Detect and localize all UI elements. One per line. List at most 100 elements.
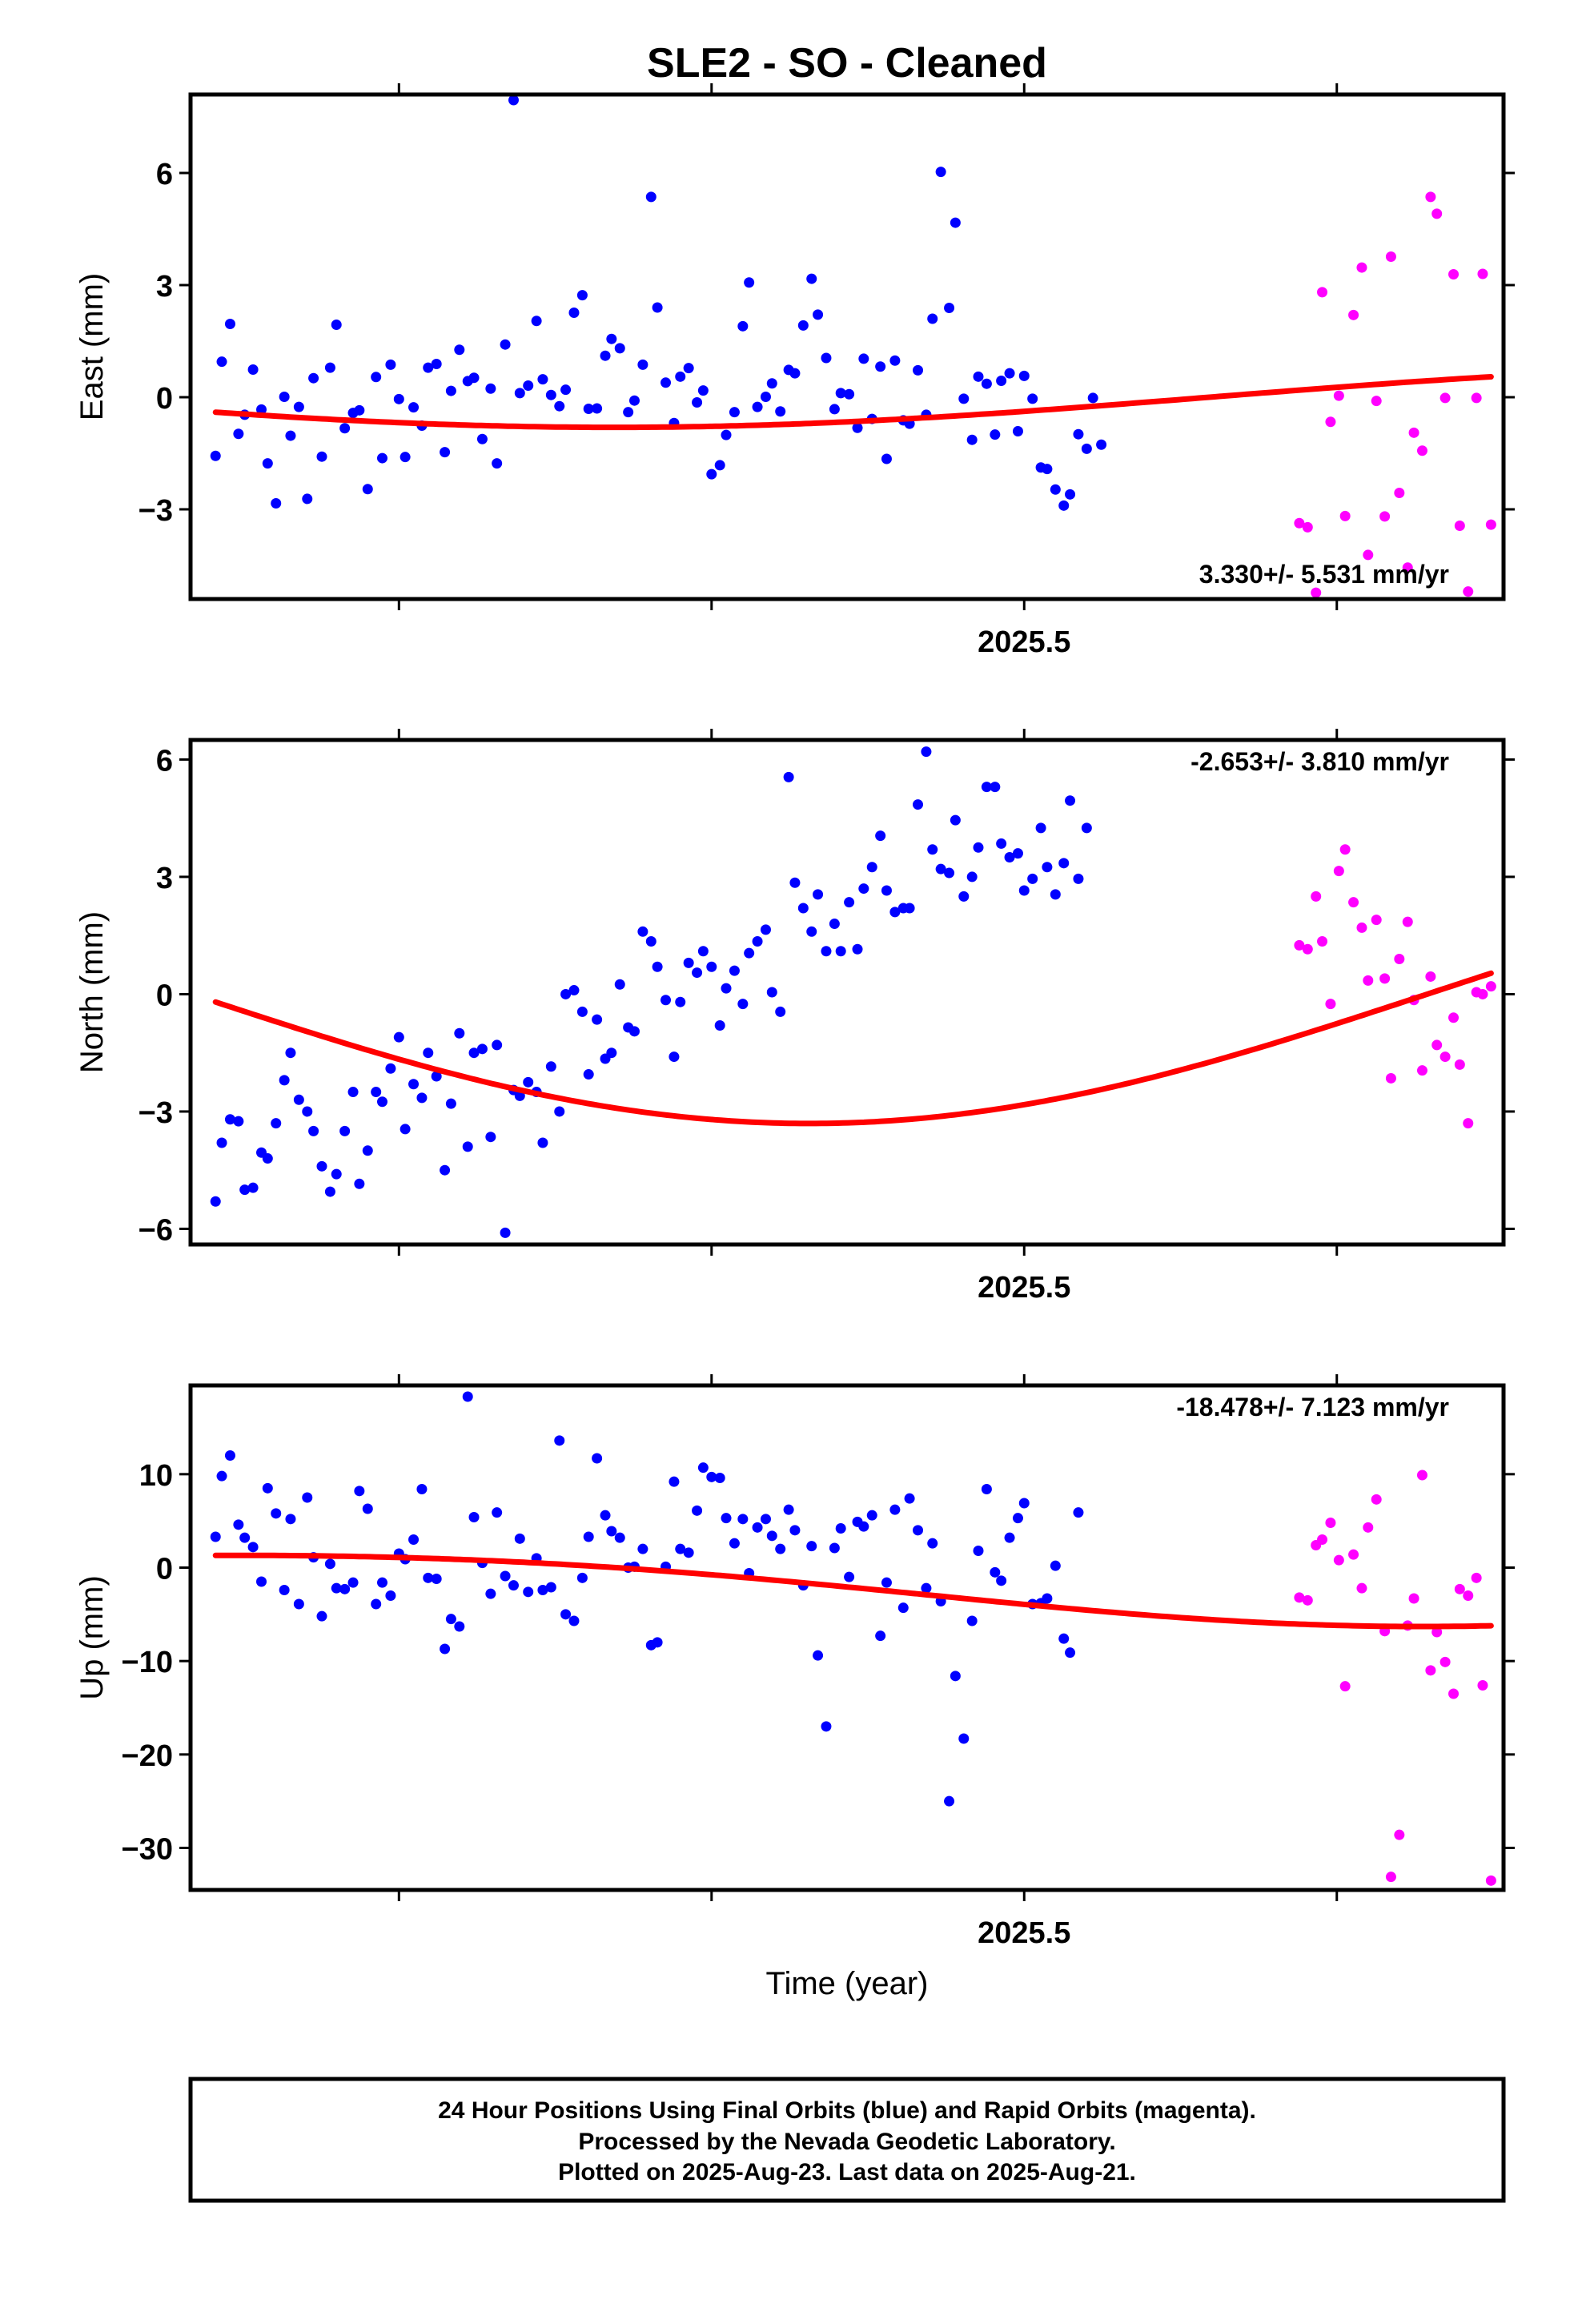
final-orbit-point <box>606 333 617 344</box>
final-orbit-point <box>706 468 717 480</box>
final-orbit-point <box>371 1087 382 1098</box>
rapid-orbit-point <box>1454 1583 1465 1594</box>
final-orbit-point <box>271 498 282 509</box>
final-orbit-point <box>224 319 235 330</box>
final-orbit-point <box>875 830 886 842</box>
final-orbit-point <box>958 1733 970 1744</box>
final-orbit-point <box>752 401 763 412</box>
footer-line-3: Plotted on 2025-Aug-23. Last data on 202… <box>558 2159 1136 2185</box>
final-orbit-point <box>393 393 404 404</box>
final-orbit-point <box>950 1671 961 1682</box>
final-orbit-point <box>614 343 625 354</box>
final-orbit-point <box>233 1519 244 1530</box>
final-orbit-point <box>485 1588 496 1599</box>
rapid-orbit-point <box>1416 1470 1427 1481</box>
final-orbit-point <box>614 1532 625 1543</box>
final-orbit-point <box>462 1391 473 1402</box>
rapid-orbit-point <box>1416 1065 1427 1076</box>
final-orbit-point <box>279 392 290 403</box>
final-orbit-point <box>1073 1507 1084 1518</box>
rapid-orbit-point <box>1431 1626 1443 1638</box>
rapid-orbit-point <box>1371 915 1382 926</box>
y-tick-label: 0 <box>156 979 173 1012</box>
rapid-orbit-point <box>1302 943 1313 955</box>
final-orbit-point <box>400 1124 411 1135</box>
final-orbit-point <box>973 842 984 853</box>
final-orbit-point <box>990 782 1001 793</box>
final-orbit-point <box>233 428 244 440</box>
rapid-orbit-point <box>1431 1039 1443 1051</box>
final-orbit-point <box>706 961 717 972</box>
final-orbit-point <box>835 946 846 957</box>
final-orbit-point <box>293 401 304 412</box>
final-orbit-point <box>661 377 672 388</box>
footer-line-2: Processed by the Nevada Geodetic Laborat… <box>578 2129 1115 2155</box>
y-tick-label: −3 <box>139 1096 173 1130</box>
y-tick-label: 0 <box>156 382 173 416</box>
final-orbit-point <box>697 385 709 396</box>
final-orbit-point <box>545 389 556 400</box>
final-orbit-point <box>545 1582 556 1593</box>
final-orbit-point <box>829 404 840 415</box>
rapid-orbit-point <box>1471 392 1482 404</box>
final-orbit-point <box>927 313 938 324</box>
rapid-orbit-point <box>1356 1582 1367 1594</box>
final-orbit-point <box>583 403 594 414</box>
rapid-orbit-point <box>1339 844 1351 855</box>
final-orbit-point <box>523 380 534 392</box>
final-orbit-point <box>262 458 273 469</box>
final-orbit-point <box>652 961 663 972</box>
final-orbit-point <box>285 430 296 441</box>
rapid-orbit-point <box>1379 973 1391 984</box>
final-orbit-point <box>423 362 434 373</box>
x-axis-label: Time (year) <box>766 1966 929 2001</box>
final-orbit-point <box>921 746 932 758</box>
final-orbit-point <box>752 1522 763 1533</box>
final-orbit-point <box>675 1543 686 1554</box>
footer-frame <box>188 2077 1506 2203</box>
final-orbit-point <box>966 1615 978 1626</box>
east-panel: −3 0 3 6 2025.5 3.330+/- 5.531 mm/yr East (mm) <box>74 83 1515 659</box>
final-orbit-point <box>614 979 625 990</box>
final-orbit-point <box>844 388 855 400</box>
final-orbit-point <box>766 987 777 998</box>
final-orbit-point <box>775 1543 786 1554</box>
final-orbit-point <box>440 447 451 458</box>
rapid-orbit-point <box>1317 1534 1328 1545</box>
final-orbit-point <box>835 1523 846 1534</box>
final-orbit-point <box>308 372 319 384</box>
final-orbit-point <box>789 1525 801 1536</box>
rapid-orbit-point <box>1363 1522 1374 1533</box>
final-orbit-point <box>554 400 565 412</box>
final-orbit-point <box>600 350 611 361</box>
rapid-orbit-point <box>1394 487 1405 498</box>
footer-box: 24 Hour Positions Using Final Orbits (bl… <box>188 2077 1506 2203</box>
final-orbit-point <box>821 946 832 957</box>
final-orbit-point <box>829 919 840 930</box>
final-orbit-point <box>973 371 984 382</box>
final-orbit-point <box>376 452 387 464</box>
final-orbit-point <box>973 1546 984 1556</box>
y-tick-label: 6 <box>156 158 173 191</box>
final-orbit-point <box>692 397 703 408</box>
final-orbit-point <box>844 897 855 908</box>
rapid-orbit-point <box>1463 1118 1474 1129</box>
final-orbit-point <box>308 1125 319 1136</box>
final-orbit-point <box>935 167 946 178</box>
rapid-orbit-point <box>1463 1590 1474 1601</box>
panel-frame <box>188 1383 1506 1892</box>
final-orbit-point <box>1081 822 1092 834</box>
y-axis-label: Up (mm) <box>74 1575 110 1700</box>
rapid-orbit-point <box>1385 1072 1396 1084</box>
final-orbit-point <box>1012 1513 1023 1524</box>
rapid-orbit-point <box>1317 936 1328 947</box>
rapid-orbit-point <box>1485 981 1496 992</box>
final-orbit-point <box>1018 370 1030 381</box>
final-orbit-point <box>1073 873 1084 884</box>
final-orbit-point <box>981 1484 992 1494</box>
final-orbit-point <box>775 406 786 417</box>
final-orbit-point <box>806 273 817 284</box>
rapid-orbit-point <box>1425 971 1436 982</box>
final-orbit-point <box>568 308 580 319</box>
final-orbit-point <box>216 1137 227 1148</box>
